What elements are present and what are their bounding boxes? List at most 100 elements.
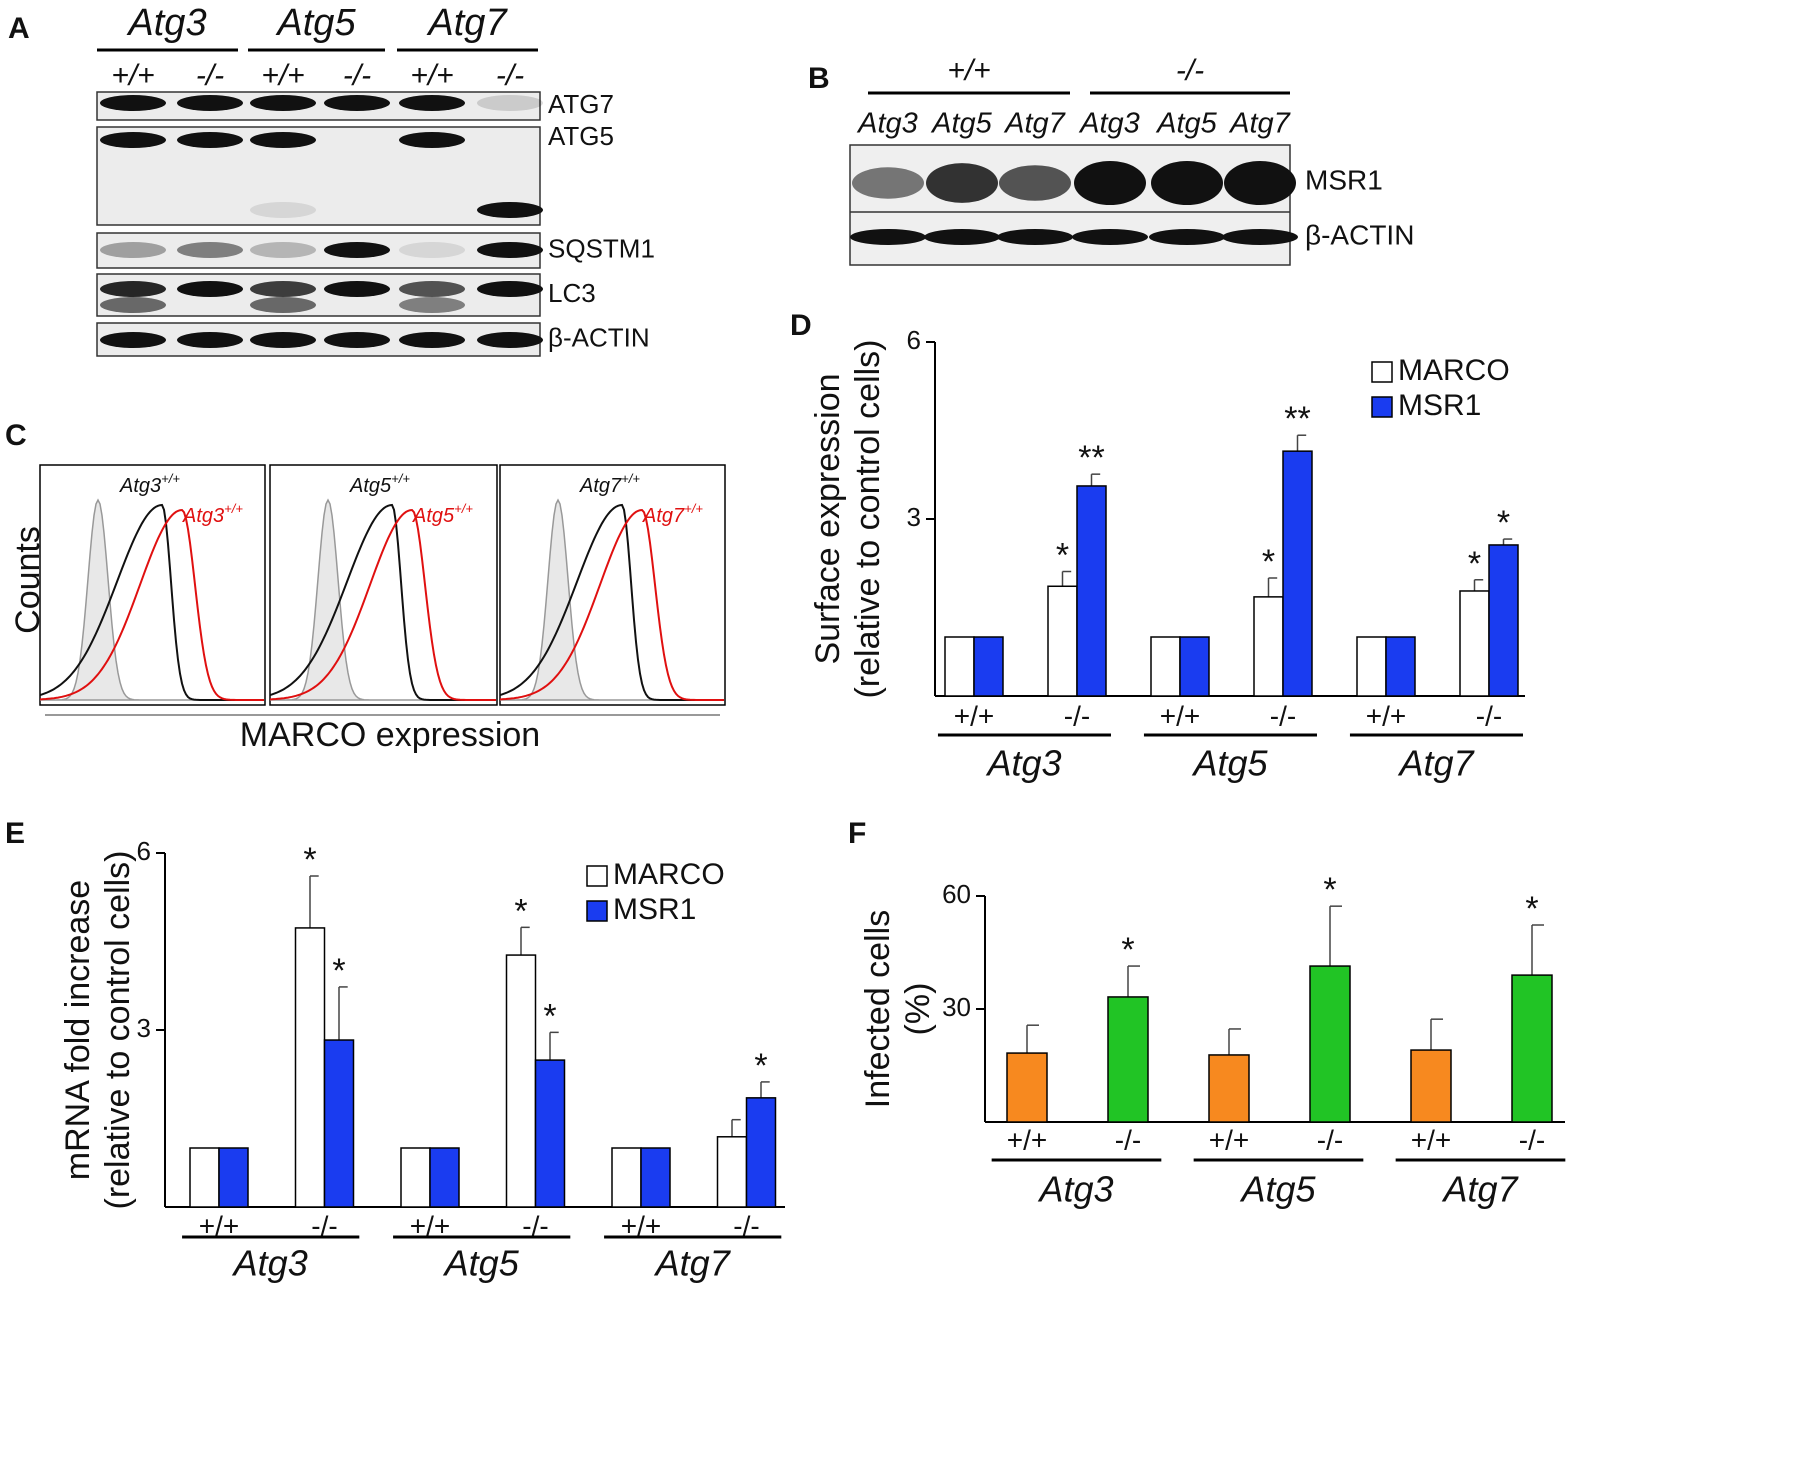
legend-label: +/+ [161, 471, 180, 486]
significance-label: * [1056, 536, 1069, 574]
legend-label: Atg7 [642, 505, 685, 527]
bar [1179, 636, 1210, 697]
protein-label: ATG5 [548, 121, 614, 151]
legend-label: MARCO [1398, 354, 1510, 387]
significance-label: * [543, 997, 556, 1035]
legend-swatch [586, 865, 608, 887]
blot-band [177, 332, 243, 348]
bar [1385, 636, 1416, 697]
blot-band [100, 95, 166, 111]
panel-label: C [5, 419, 27, 452]
blot-band [1074, 161, 1146, 205]
legend-label: Atg5+/+ [412, 501, 473, 527]
y-axis-label: (relative to control cells) [849, 339, 887, 698]
blot-band [477, 242, 543, 258]
x-tick-label: -/- [1519, 1124, 1545, 1155]
lane-label: Atg3 [856, 108, 918, 140]
group-label: Atg5 [443, 1243, 520, 1284]
blot-band [1222, 229, 1298, 245]
significance-label: ** [1078, 439, 1104, 477]
blot-band [477, 332, 543, 348]
blot-band [399, 281, 465, 297]
y-axis-label: (relative to control cells) [99, 850, 137, 1209]
genotype-label: +/+ [410, 59, 453, 92]
genotype-label: +/+ [111, 59, 154, 92]
bar [1282, 450, 1313, 697]
group-label: Atg5 [1191, 743, 1268, 784]
significance-label: * [514, 892, 527, 930]
bar [944, 636, 975, 697]
blot-band [324, 332, 390, 348]
panel-label: B [808, 62, 830, 95]
x-tick-label: -/- [1115, 1124, 1141, 1155]
legend-swatch [586, 900, 608, 922]
y-tick-label: 6 [907, 325, 921, 355]
blot-band [399, 132, 465, 148]
bar [1208, 1054, 1250, 1123]
significance-label: * [1525, 890, 1538, 928]
blot-band [399, 242, 465, 258]
panel-label: E [5, 817, 25, 850]
x-tick-label: +/+ [1007, 1124, 1047, 1155]
blot-strip [96, 91, 541, 121]
blot-band [477, 95, 543, 111]
bar [189, 1147, 220, 1208]
blot-band [399, 95, 465, 111]
legend-label: Atg7 [579, 475, 622, 497]
genotype-label: -/- [196, 59, 224, 92]
bar [1076, 485, 1107, 697]
protein-label: LC3 [548, 278, 596, 308]
lane-label: Atg7 [1003, 108, 1067, 140]
gene-label: Atg3 [126, 2, 206, 44]
blot-band [177, 281, 243, 297]
blot-strip [96, 322, 541, 357]
legend-label: Atg7+/+ [579, 471, 640, 497]
blot-band [100, 132, 166, 148]
blot-band [100, 297, 166, 313]
legend-label: MSR1 [613, 893, 696, 926]
significance-label: * [1497, 504, 1510, 542]
panel-label: A [8, 12, 30, 45]
protein-label: β-ACTIN [548, 322, 650, 352]
x-tick-label: +/+ [1411, 1124, 1451, 1155]
genotype-label: +/+ [261, 59, 304, 92]
blot-band [100, 242, 166, 258]
lane-label: Atg3 [1078, 108, 1140, 140]
bar [429, 1147, 460, 1208]
genotype-label: -/- [343, 59, 371, 92]
x-tick-label: -/- [1270, 700, 1296, 731]
legend-label: +/+ [391, 471, 410, 486]
y-tick-label: 30 [942, 992, 971, 1022]
x-tick-label: +/+ [1366, 700, 1406, 731]
x-tick-label: +/+ [1160, 700, 1200, 731]
y-tick-label: 3 [907, 502, 921, 532]
knockout-curve [499, 508, 724, 701]
legend-label: +/+ [684, 501, 703, 516]
blot-band [324, 95, 390, 111]
bar [1356, 636, 1387, 697]
bar [1309, 965, 1351, 1123]
significance-label: ** [1284, 400, 1310, 438]
bar [1488, 544, 1519, 697]
lane-label: Atg5 [1155, 108, 1218, 140]
blot-band [250, 281, 316, 297]
blot-band [1149, 229, 1225, 245]
gene-label: Atg7 [426, 2, 508, 44]
group-label: Atg3 [232, 1243, 308, 1284]
lane-label: Atg7 [1228, 108, 1292, 140]
knockout-curve [39, 508, 264, 701]
panel-label: F [848, 817, 866, 850]
legend-label: Atg3 [182, 505, 224, 527]
group-label: Atg7 [654, 1243, 732, 1284]
blot-band [250, 242, 316, 258]
legend-label: MSR1 [1398, 389, 1481, 422]
y-tick-label: 3 [137, 1013, 151, 1043]
protein-label: SQSTM1 [548, 233, 655, 263]
x-tick-label: -/- [1317, 1124, 1343, 1155]
group-label: +/+ [947, 54, 990, 87]
blot-band [477, 202, 543, 218]
bar [1006, 1052, 1048, 1123]
bar [1047, 585, 1078, 697]
group-label: Atg7 [1397, 743, 1475, 784]
